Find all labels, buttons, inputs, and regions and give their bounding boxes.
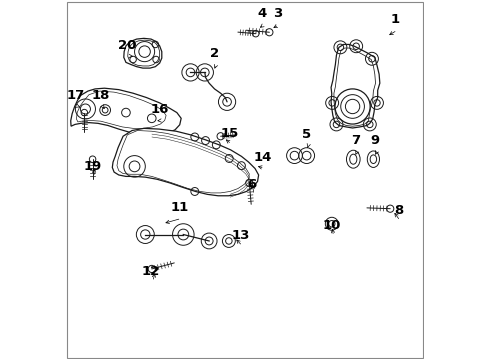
Text: 3: 3 (272, 8, 282, 21)
Text: 16: 16 (150, 103, 169, 116)
Text: 15: 15 (221, 127, 239, 140)
Ellipse shape (335, 89, 370, 124)
Ellipse shape (346, 150, 360, 168)
Polygon shape (124, 39, 162, 68)
Text: 19: 19 (83, 160, 102, 173)
Text: 18: 18 (92, 89, 110, 102)
Text: 6: 6 (247, 178, 257, 191)
Text: 10: 10 (322, 219, 341, 232)
Ellipse shape (368, 151, 379, 167)
Polygon shape (71, 88, 181, 135)
Text: 8: 8 (394, 203, 403, 217)
Text: 9: 9 (370, 134, 380, 147)
Text: 7: 7 (351, 134, 360, 147)
Text: 14: 14 (254, 151, 272, 164)
Text: 2: 2 (210, 47, 219, 60)
Text: 13: 13 (231, 229, 250, 242)
Text: 1: 1 (391, 13, 400, 26)
Text: 4: 4 (258, 8, 267, 21)
Text: 17: 17 (67, 89, 85, 102)
Text: 12: 12 (142, 265, 160, 278)
Text: 5: 5 (302, 127, 311, 140)
Text: 11: 11 (171, 201, 189, 214)
Text: 20: 20 (118, 39, 137, 51)
Polygon shape (112, 129, 259, 196)
Polygon shape (331, 44, 380, 128)
